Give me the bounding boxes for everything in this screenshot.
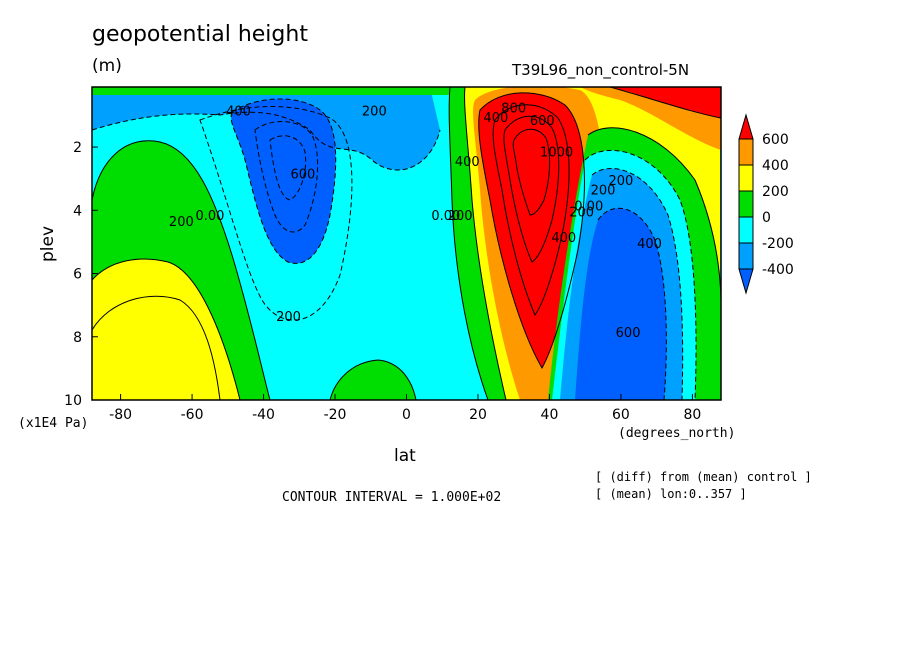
y-tick-label: 10	[64, 393, 82, 409]
contour-line	[199, 106, 353, 321]
contour-label: 200	[362, 104, 387, 119]
run-name: T39L96_non_control-5N	[512, 61, 690, 79]
contour-line	[92, 111, 441, 171]
contour-line	[587, 127, 721, 301]
contour-label: 200	[569, 206, 594, 221]
colorbar-segment	[738, 242, 754, 270]
contour-line	[503, 115, 560, 263]
x-tick-label: -40	[252, 407, 275, 423]
contour-interval: CONTOUR INTERVAL = 1.000E+02	[282, 490, 502, 505]
chart-title: geopotential height	[92, 22, 308, 47]
colorbar-cap-bottom	[738, 268, 754, 295]
contour-label: 600	[530, 114, 555, 129]
fill-bottom-green	[330, 360, 416, 400]
contour-label: 400	[637, 237, 662, 252]
y-tick-label: 4	[73, 203, 82, 219]
x-tick-label: 80	[683, 407, 701, 423]
colorbar-segment	[738, 190, 754, 218]
colorbar-segment	[738, 216, 754, 244]
x-tick-label: 60	[612, 407, 630, 423]
contour-label: 400	[551, 231, 576, 246]
colorbar: 600 400 200 0 -200 -400	[738, 113, 794, 295]
contour-label: 200	[609, 174, 634, 189]
contour-line	[329, 359, 417, 400]
contour-label: 400	[226, 104, 251, 119]
chart-units: (m)	[92, 56, 122, 76]
contour-line	[512, 128, 551, 216]
x-tick-label: 40	[541, 407, 559, 423]
contour-line	[597, 207, 667, 400]
y-tick-label: 6	[73, 267, 82, 283]
colorbar-label: 0	[762, 210, 771, 226]
colorbar-segment	[738, 164, 754, 192]
x-tick-label: 0	[402, 407, 411, 423]
contour-label: 800	[501, 101, 526, 116]
contour-label: 200	[276, 310, 301, 325]
fill-right-low	[575, 208, 667, 400]
colorbar-label: 600	[762, 132, 789, 148]
contour-label: 0.00	[195, 209, 224, 224]
contour-line	[478, 92, 585, 370]
contour-line	[448, 87, 489, 400]
contour-line	[92, 295, 221, 400]
fill-center-red	[478, 92, 585, 368]
x-axis: -80 -60 -40 -20 0 20 40 60 80	[109, 394, 701, 423]
colorbar-segment	[738, 138, 754, 166]
x-tick-label: -20	[324, 407, 347, 423]
contour-line	[609, 87, 721, 119]
contour-label: 0.00	[431, 209, 460, 224]
fill-left-low	[231, 98, 336, 264]
y-axis-units: (x1E4 Pa)	[18, 416, 89, 431]
colorbar-label: -200	[762, 236, 794, 252]
contour-label: 400	[455, 155, 480, 170]
contour-line	[269, 135, 307, 201]
colorbar-cap-top	[738, 113, 754, 140]
colorbar-label: 200	[762, 184, 789, 200]
fill-topright-red	[610, 87, 721, 118]
contour-line	[230, 98, 337, 264]
x-axis-label: lat	[394, 446, 416, 466]
contour-label: 600	[290, 168, 315, 183]
colorbar-label: -400	[762, 262, 794, 278]
y-tick-label: 2	[73, 140, 82, 156]
y-tick-label: 8	[73, 330, 82, 346]
contour-line	[492, 104, 570, 317]
x-axis-units: (degrees_north)	[618, 426, 736, 441]
contour-label: 1000	[540, 146, 573, 161]
contour-line	[591, 168, 684, 400]
contour-line	[464, 87, 507, 400]
contour-line	[92, 258, 241, 400]
fill-top-blue-left	[92, 87, 440, 170]
contour-fill	[92, 87, 721, 400]
x-tick-label: -60	[181, 407, 204, 423]
contour-label: 200	[448, 209, 473, 224]
contour-line	[92, 140, 271, 400]
contour-lines	[92, 87, 721, 400]
contour-label: 0.00	[574, 199, 603, 214]
y-axis-label: plev	[38, 225, 58, 262]
contour-label: 400	[483, 111, 508, 126]
note-mean: [ (mean) lon:0..357 ]	[595, 487, 747, 501]
note-diff: [ (diff) from (mean) control ]	[595, 470, 812, 484]
contour-label: 200	[169, 215, 194, 230]
fill-left-yellow	[92, 259, 240, 400]
x-tick-label: 20	[469, 407, 487, 423]
contour-line	[254, 121, 319, 233]
y-axis: 2 4 6 8 10	[64, 140, 98, 409]
x-tick-label: -80	[109, 407, 132, 423]
contour-label: 600	[616, 326, 641, 341]
colorbar-label: 400	[762, 158, 789, 174]
contour-line	[584, 149, 697, 400]
contour-label: 200	[591, 183, 616, 198]
